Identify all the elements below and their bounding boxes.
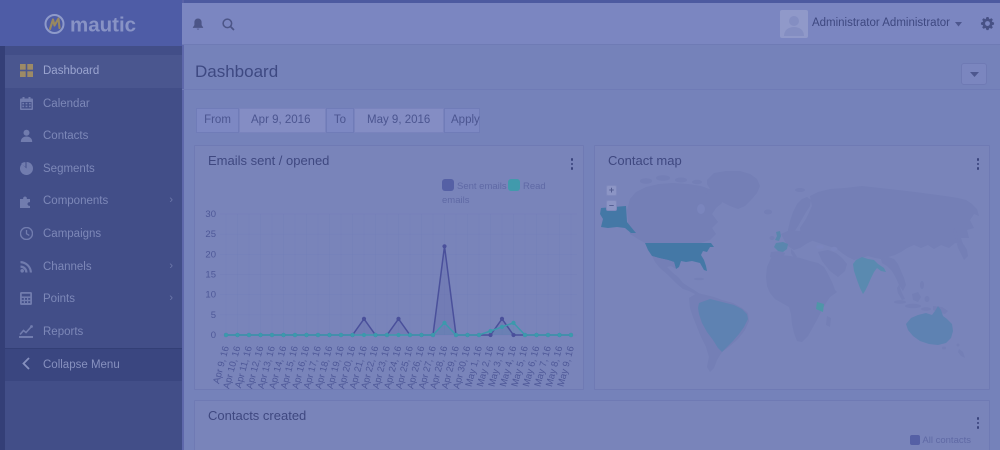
svg-text:mautic: mautic (70, 14, 136, 37)
svg-text:0: 0 (211, 330, 216, 341)
svg-text:Read: Read (523, 181, 546, 192)
svg-text:5: 5 (211, 310, 216, 321)
svg-text:15: 15 (205, 270, 216, 281)
svg-text:Sent emails: Sent emails (457, 181, 507, 192)
svg-text:25: 25 (205, 229, 216, 240)
svg-text:emails: emails (442, 195, 470, 206)
svg-text:20: 20 (205, 249, 216, 260)
svg-text:30: 30 (205, 209, 216, 220)
svg-text:10: 10 (205, 290, 216, 301)
